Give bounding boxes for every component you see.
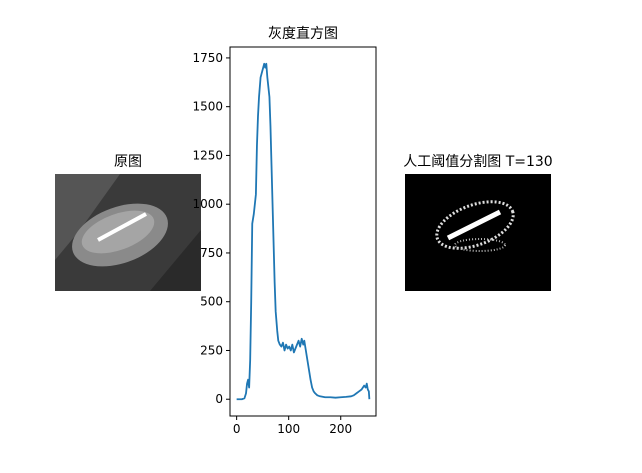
x-tick-label: 100 bbox=[277, 422, 300, 436]
threshold-image bbox=[405, 174, 551, 291]
y-tick-label: 1250 bbox=[192, 148, 223, 162]
x-tick-label: 0 bbox=[233, 422, 241, 436]
y-tick-label: 250 bbox=[200, 343, 223, 357]
y-tick-label: 1750 bbox=[192, 51, 223, 65]
line bbox=[236, 62, 371, 401]
axes-frame bbox=[229, 46, 377, 417]
image-title: 原图 bbox=[114, 154, 142, 170]
y-tick-label: 1000 bbox=[192, 197, 223, 211]
y-tick-label: 1500 bbox=[192, 100, 223, 114]
y-tick-label: 0 bbox=[215, 392, 223, 406]
original-image bbox=[55, 174, 201, 291]
chart-title: 灰度直方图 bbox=[268, 25, 338, 42]
x-tick-label: 200 bbox=[329, 422, 352, 436]
y-tick-label: 500 bbox=[200, 295, 223, 309]
y-tick-label: 750 bbox=[200, 246, 223, 260]
image-title: 人工阈值分割图 T=130 bbox=[403, 153, 552, 170]
